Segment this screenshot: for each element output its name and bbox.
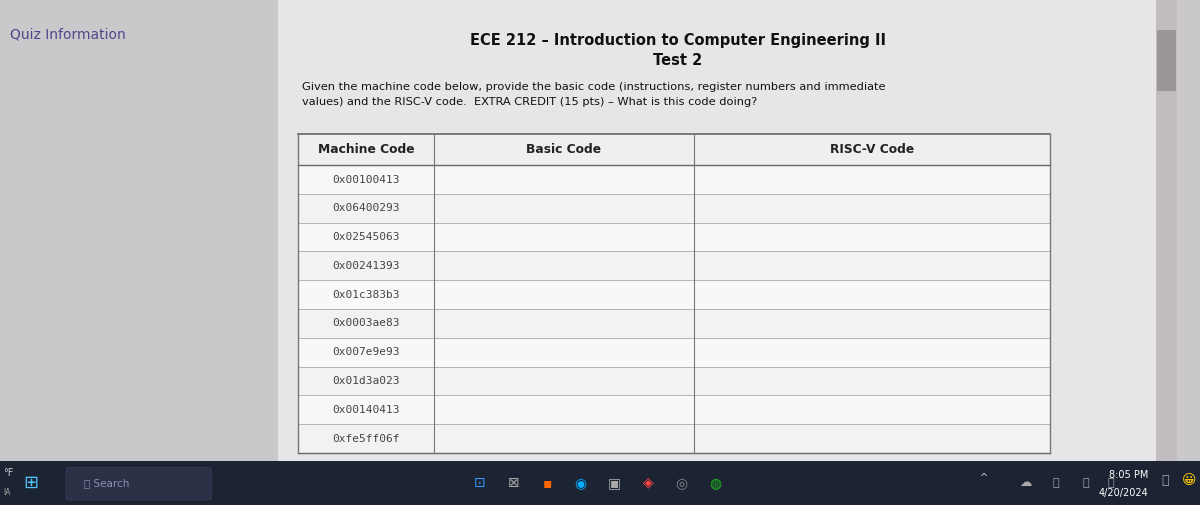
Bar bbox=[298, 165, 1050, 194]
Bar bbox=[298, 280, 1050, 309]
Bar bbox=[278, 0, 1159, 461]
Text: 0x007e9e93: 0x007e9e93 bbox=[332, 347, 400, 357]
Text: IA: IA bbox=[4, 488, 11, 497]
Text: Basic Code: Basic Code bbox=[527, 143, 601, 156]
Text: 0x0003ae83: 0x0003ae83 bbox=[332, 319, 400, 328]
Bar bbox=[1157, 30, 1176, 91]
Text: ◉: ◉ bbox=[575, 476, 587, 490]
Text: 0x01c383b3: 0x01c383b3 bbox=[332, 290, 400, 299]
Text: ^: ^ bbox=[980, 473, 988, 483]
Text: ◈: ◈ bbox=[643, 476, 653, 490]
Bar bbox=[298, 223, 1050, 251]
Text: ⊠: ⊠ bbox=[508, 476, 520, 490]
Text: 0x00100413: 0x00100413 bbox=[332, 175, 400, 184]
Bar bbox=[298, 338, 1050, 367]
Text: ECE 212 – Introduction to Computer Engineering II: ECE 212 – Introduction to Computer Engin… bbox=[470, 33, 886, 48]
Text: values) and the RISC-V code.  EXTRA CREDIT (15 pts) – What is this code doing?: values) and the RISC-V code. EXTRA CREDI… bbox=[302, 97, 757, 107]
Text: Machine Code: Machine Code bbox=[318, 143, 414, 156]
Text: ⊡: ⊡ bbox=[474, 476, 486, 490]
Text: ☁: ☁ bbox=[1020, 476, 1032, 489]
Text: 🔍 Search: 🔍 Search bbox=[84, 478, 130, 488]
Text: 📶: 📶 bbox=[1052, 478, 1060, 488]
Bar bbox=[298, 309, 1050, 338]
Text: 0x00241393: 0x00241393 bbox=[332, 261, 400, 271]
Bar bbox=[298, 251, 1050, 280]
Text: ◍: ◍ bbox=[709, 476, 721, 490]
Text: 0x01d3a023: 0x01d3a023 bbox=[332, 376, 400, 386]
Text: Quiz Information: Quiz Information bbox=[10, 28, 125, 42]
Text: 😀: 😀 bbox=[1182, 473, 1196, 487]
FancyBboxPatch shape bbox=[66, 468, 211, 500]
Text: 0xfe5ff06f: 0xfe5ff06f bbox=[332, 434, 400, 443]
Bar bbox=[298, 194, 1050, 223]
Text: Given the machine code below, provide the basic code (instructions, register num: Given the machine code below, provide th… bbox=[302, 82, 886, 92]
Text: ◎: ◎ bbox=[676, 476, 688, 490]
Text: ▪: ▪ bbox=[542, 476, 552, 490]
Text: 0x06400293: 0x06400293 bbox=[332, 204, 400, 213]
Bar bbox=[298, 367, 1050, 395]
Text: °F: °F bbox=[4, 468, 14, 478]
Bar bbox=[0, 461, 1200, 505]
Bar bbox=[298, 134, 1050, 453]
Text: 🔋: 🔋 bbox=[1108, 478, 1115, 488]
Bar bbox=[298, 424, 1050, 453]
Text: ▣: ▣ bbox=[608, 476, 620, 490]
Text: 8:05 PM: 8:05 PM bbox=[1109, 470, 1148, 480]
Text: 4/20/2024: 4/20/2024 bbox=[1099, 487, 1148, 497]
Text: 🔊: 🔊 bbox=[1082, 478, 1090, 488]
Text: 0x02545063: 0x02545063 bbox=[332, 232, 400, 242]
Text: ⊞: ⊞ bbox=[24, 474, 38, 492]
Bar bbox=[1156, 0, 1177, 461]
Text: 🔔: 🔔 bbox=[1162, 474, 1169, 487]
Text: RISC-V Code: RISC-V Code bbox=[829, 143, 914, 156]
Bar bbox=[298, 395, 1050, 424]
Bar bbox=[298, 134, 1050, 165]
Text: 0x00140413: 0x00140413 bbox=[332, 405, 400, 415]
Bar bbox=[1157, 0, 1162, 461]
Text: Test 2: Test 2 bbox=[653, 53, 703, 68]
